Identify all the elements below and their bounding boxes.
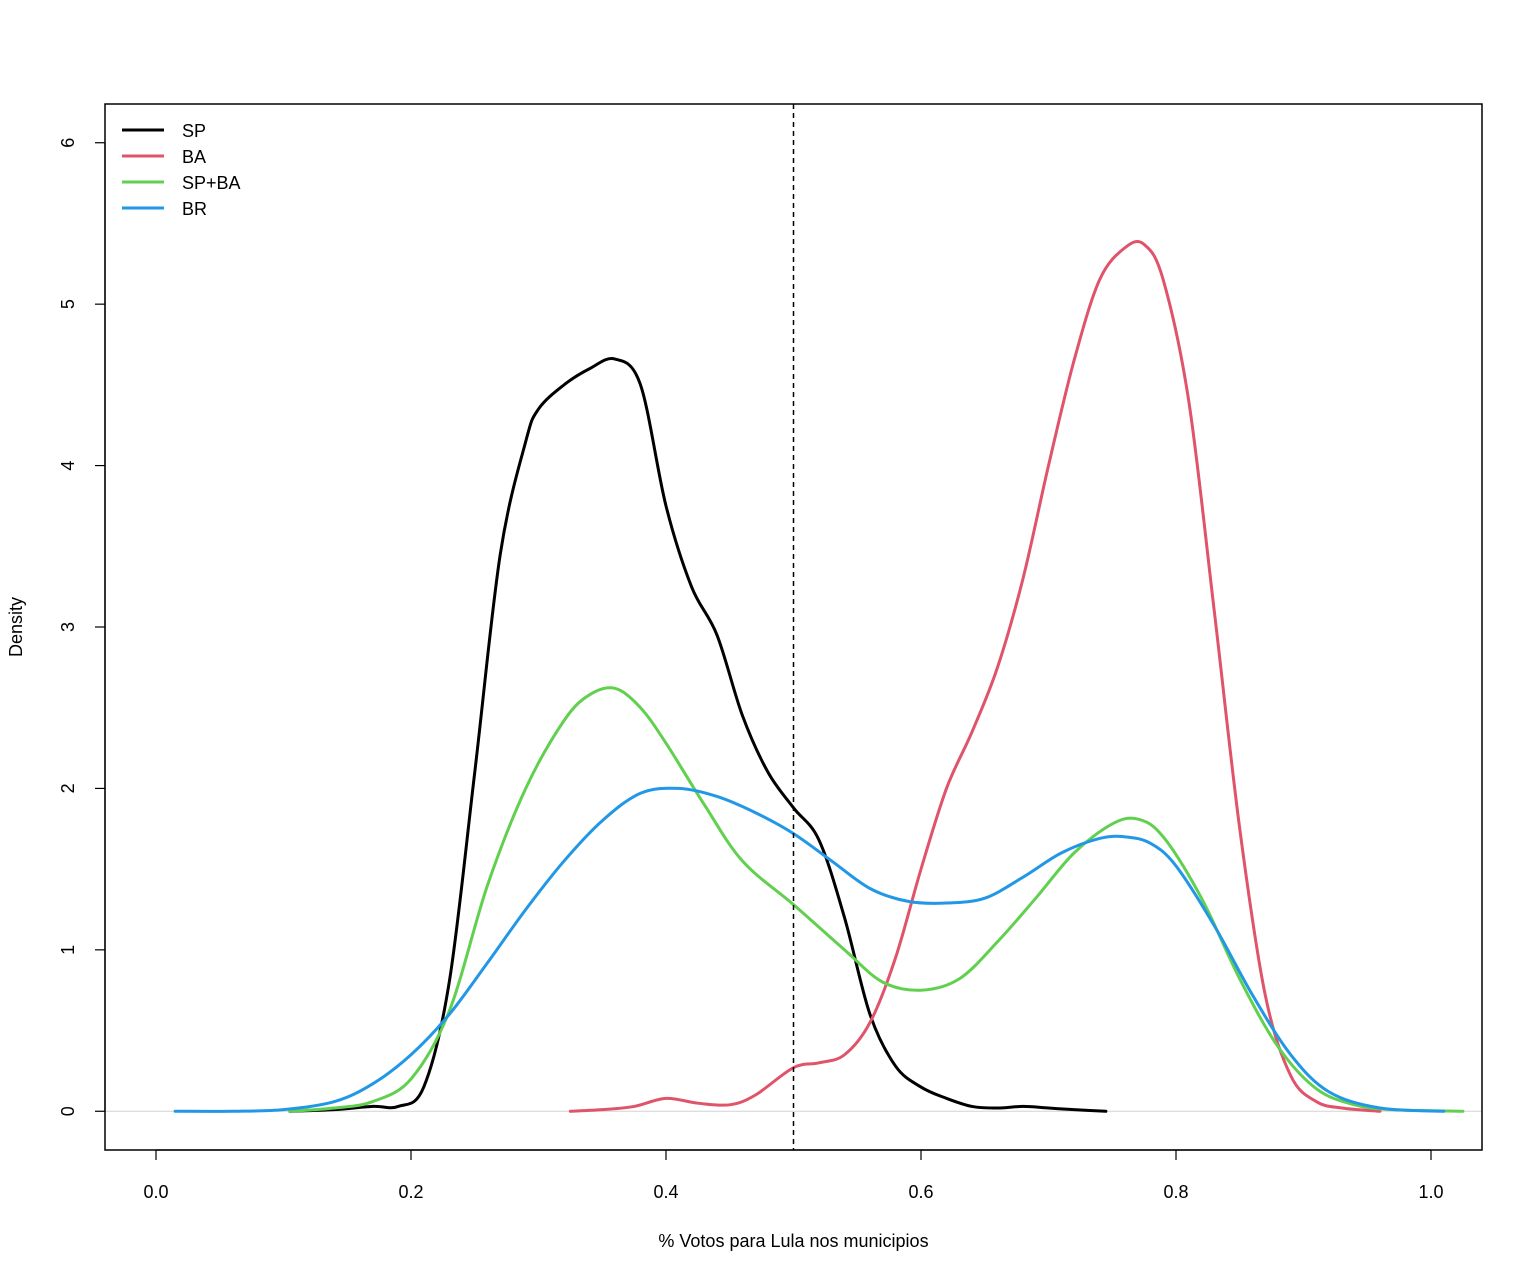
y-tick-label: 2: [58, 783, 78, 793]
series-line-sp: [288, 357, 1108, 1113]
y-tick-label: 3: [58, 622, 78, 632]
x-axis: 0.0 0.2 0.4 0.6 0.8 1.0: [143, 1149, 1444, 1202]
series-layer: [173, 240, 1465, 1113]
x-tick-label: 0.8: [1163, 1182, 1188, 1202]
legend-label: SP+BA: [182, 173, 241, 193]
legend-label: BA: [182, 147, 206, 167]
y-tick-label: 4: [58, 461, 78, 471]
y-tick-label: 0: [58, 1106, 78, 1116]
y-axis: 0 1 2 3 4 5 6: [58, 138, 106, 1116]
y-axis-title: Density: [6, 597, 26, 657]
legend-label: SP: [182, 121, 206, 141]
x-tick-label: 0.2: [398, 1182, 423, 1202]
series-line-ba: [568, 240, 1382, 1113]
legend: SP BA SP+BA BR: [122, 121, 241, 219]
x-tick-label: 1.0: [1418, 1182, 1443, 1202]
y-tick-label: 6: [58, 138, 78, 148]
legend-label: BR: [182, 199, 207, 219]
x-tick-label: 0.6: [908, 1182, 933, 1202]
x-tick-label: 0.4: [653, 1182, 678, 1202]
series-line-sp-ba: [288, 686, 1465, 1113]
y-tick-label: 1: [58, 945, 78, 955]
x-tick-label: 0.0: [143, 1182, 168, 1202]
x-axis-title: % Votos para Lula nos municipios: [658, 1231, 928, 1251]
y-tick-label: 5: [58, 299, 78, 309]
series-line-br: [173, 786, 1446, 1113]
